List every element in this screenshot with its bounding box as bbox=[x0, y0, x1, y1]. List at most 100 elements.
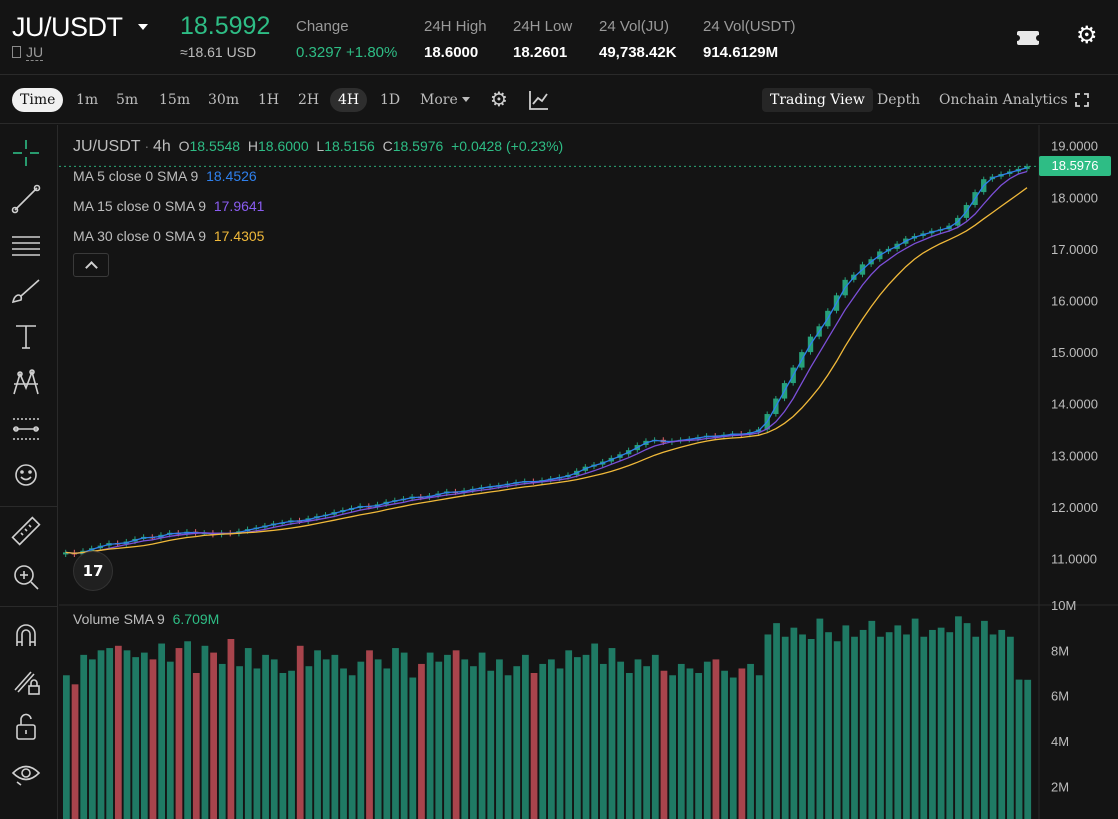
pattern-icon[interactable] bbox=[9, 366, 43, 400]
legend-dot: · bbox=[144, 138, 150, 154]
trendline-icon[interactable] bbox=[9, 182, 43, 216]
pair-dropdown-caret-icon[interactable] bbox=[138, 24, 148, 30]
tf-30m[interactable]: 30m bbox=[208, 92, 240, 108]
tf-1h[interactable]: 1H bbox=[258, 92, 280, 108]
base-token[interactable]: JU bbox=[12, 44, 44, 61]
volume-bar bbox=[911, 618, 919, 819]
volume-bar bbox=[686, 668, 694, 819]
price-tick-label: 19.0000 bbox=[1051, 139, 1098, 154]
volume-bar bbox=[643, 666, 651, 819]
chart-canvas[interactable]: 19.0000 18.0000 17.0000 16.0000 15.0000 14.00… bbox=[59, 125, 1118, 819]
tradingview-logo[interactable]: 17 bbox=[73, 551, 113, 591]
volume-bar bbox=[807, 639, 815, 819]
more-timeframes-button[interactable]: More bbox=[412, 88, 478, 112]
legend-change: +0.0428 (+0.23%) bbox=[451, 138, 564, 154]
stat-24h-high: 24H High 18.6000 bbox=[424, 18, 487, 61]
volume-bar bbox=[877, 636, 884, 819]
volume-bar bbox=[279, 673, 287, 819]
volume-bar bbox=[539, 663, 547, 819]
volume-bar bbox=[729, 677, 737, 819]
tab-onchain-analytics[interactable]: Onchain Analytics bbox=[939, 92, 1068, 108]
indicators-icon[interactable] bbox=[527, 88, 551, 112]
fib-lines-icon[interactable] bbox=[9, 228, 43, 262]
volume-bar bbox=[210, 652, 217, 819]
volume-bar bbox=[288, 670, 295, 819]
volume-bar bbox=[444, 654, 451, 819]
stat-label: 24 Vol(USDT) bbox=[703, 18, 796, 35]
volume-bar bbox=[123, 650, 131, 819]
ticket-icon[interactable] bbox=[1014, 31, 1042, 45]
stat-value: 49,738.42K bbox=[599, 44, 677, 61]
stat-value: 914.6129M bbox=[703, 44, 779, 61]
stat-24h-low: 24H Low 18.2601 bbox=[513, 18, 572, 61]
price-tick-label: 17.0000 bbox=[1051, 242, 1098, 257]
volume-bar bbox=[660, 670, 668, 819]
volume-bar bbox=[357, 661, 365, 819]
volume-bar bbox=[599, 663, 607, 819]
chart-toolbar: Time 1m 5m 15m 30m 1H 2H 4H 1D More ⚙ Tr… bbox=[0, 76, 1118, 124]
brush-icon[interactable] bbox=[9, 274, 43, 308]
volume-bar bbox=[296, 645, 304, 819]
legend-ma5: MA 5 close 0 SMA 9 18.4526 bbox=[73, 168, 257, 184]
ma30-line bbox=[65, 187, 1028, 555]
pair-selector[interactable]: JU/USDT bbox=[12, 12, 123, 42]
zoom-in-icon[interactable] bbox=[9, 560, 43, 594]
legend-ohlc: JU/USDT · 4h O18.5548 H18.6000 L18.5156 … bbox=[73, 138, 563, 156]
volume-bar bbox=[106, 648, 114, 819]
volume-bar bbox=[305, 666, 313, 819]
tf-5m[interactable]: 5m bbox=[116, 92, 139, 108]
collapse-legend-button[interactable] bbox=[73, 253, 109, 277]
emoji-icon[interactable] bbox=[9, 458, 43, 492]
volume-bar bbox=[470, 666, 477, 819]
volume-bar bbox=[625, 673, 633, 819]
chart-area[interactable]: 19.0000 18.0000 17.0000 16.0000 15.0000 14.00… bbox=[59, 125, 1118, 819]
text-icon[interactable] bbox=[9, 320, 43, 354]
tool-divider bbox=[0, 506, 58, 507]
volume-bar bbox=[937, 627, 945, 819]
volume-tick-label: 4M bbox=[1051, 734, 1069, 749]
stat-label: 24H High bbox=[424, 18, 487, 35]
tf-1d[interactable]: 1D bbox=[380, 92, 401, 108]
volume-bar bbox=[374, 659, 382, 819]
volume-tick-label: 6M bbox=[1051, 689, 1069, 704]
volume-bar bbox=[158, 643, 166, 819]
lock-drawing-icon[interactable] bbox=[9, 664, 43, 698]
volume-bar bbox=[522, 654, 529, 819]
volume-bar bbox=[764, 634, 772, 819]
volume-tick-label: 2M bbox=[1051, 779, 1069, 794]
tab-trading-view[interactable]: Trading View bbox=[762, 88, 873, 112]
volume-bar bbox=[461, 659, 469, 819]
volume-bar bbox=[825, 632, 832, 819]
legend-o-label: O bbox=[178, 138, 190, 154]
fullscreen-icon[interactable] bbox=[1070, 88, 1094, 112]
eye-icon[interactable] bbox=[9, 756, 43, 790]
chevron-down-icon bbox=[461, 97, 470, 102]
current-price-tag: 18.5976 bbox=[1039, 156, 1111, 177]
tab-depth[interactable]: Depth bbox=[877, 92, 921, 108]
tf-15m[interactable]: 15m bbox=[159, 92, 191, 108]
gear-icon[interactable]: ⚙ bbox=[1076, 22, 1098, 49]
stat-label: 24H Low bbox=[513, 18, 573, 35]
tf-4h[interactable]: 4H bbox=[330, 88, 368, 112]
volume-bar bbox=[582, 654, 590, 819]
volume-bar bbox=[418, 663, 425, 819]
volume-bar bbox=[426, 652, 434, 819]
volume-bar bbox=[63, 675, 70, 819]
volume-bar bbox=[669, 675, 677, 819]
volume-bar bbox=[71, 684, 79, 819]
indicator-gear-icon[interactable]: ⚙ bbox=[490, 89, 508, 111]
forecast-icon[interactable] bbox=[9, 412, 43, 446]
volume-bar bbox=[452, 650, 460, 819]
volume-bar bbox=[920, 636, 928, 819]
time-button[interactable]: Time bbox=[12, 88, 64, 112]
ma15-value: 17.9641 bbox=[213, 198, 265, 214]
legend-c-label: C bbox=[382, 138, 393, 154]
magnet-icon[interactable] bbox=[9, 618, 43, 652]
market-header: JU/USDT JU 18.5992 ≈18.61 USD Change 0.3… bbox=[0, 0, 1118, 75]
ruler-icon[interactable] bbox=[9, 514, 43, 548]
tf-1m[interactable]: 1m bbox=[76, 92, 99, 108]
tf-2h[interactable]: 2H bbox=[298, 92, 320, 108]
crosshair-icon[interactable] bbox=[9, 136, 43, 170]
volume-bar bbox=[790, 627, 798, 819]
unlock-icon[interactable] bbox=[9, 710, 43, 744]
